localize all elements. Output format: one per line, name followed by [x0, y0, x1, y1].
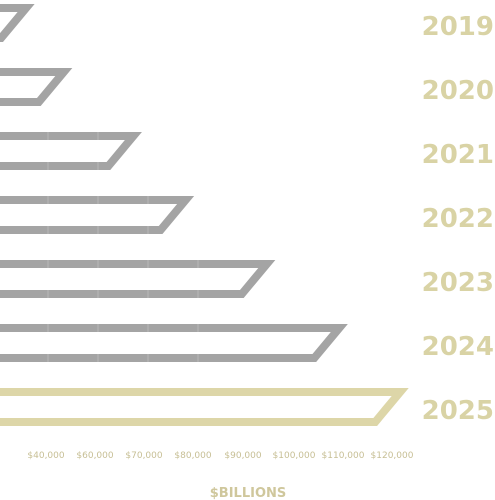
x-tick-label: $110,000 [322, 451, 365, 461]
category-label-2022: 2022 [422, 204, 494, 234]
bar-2023 [0, 260, 276, 298]
category-labels: 2019 2020 2021 2022 2023 2024 2025 [422, 12, 494, 426]
bar-2024 [0, 324, 348, 362]
x-axis-label: $BILLIONS [210, 486, 287, 500]
x-tick-label: $100,000 [273, 451, 316, 461]
bars-group [0, 4, 409, 426]
category-label-2024: 2024 [422, 332, 494, 362]
x-axis-ticks: $40,000 $60,000 $70,000 $80,000 $90,000 $100,… [27, 451, 413, 461]
bar-2020 [0, 68, 73, 106]
bar-outline-2022 [0, 196, 195, 234]
category-label-2020: 2020 [422, 76, 494, 106]
bar-outline-2023 [0, 260, 276, 298]
bar-2025 [0, 388, 409, 426]
category-label-2025: 2025 [422, 396, 494, 426]
bar-2022 [0, 196, 195, 234]
category-label-2021: 2021 [422, 140, 494, 170]
bar-outline-2021 [0, 132, 142, 170]
category-label-2023: 2023 [422, 268, 494, 298]
bar-outline-2020 [0, 68, 73, 106]
bar-outline-2025 [0, 388, 409, 426]
x-tick-label: $40,000 [27, 451, 64, 461]
x-tick-label: $70,000 [125, 451, 162, 461]
bar-2019 [0, 4, 35, 42]
bar-outline-2024 [0, 324, 348, 362]
bar-2021 [0, 132, 142, 170]
x-tick-label: $60,000 [76, 451, 113, 461]
bar-outline-2019 [0, 4, 35, 42]
category-label-2019: 2019 [422, 12, 494, 42]
x-tick-label: $80,000 [174, 451, 211, 461]
x-tick-label: $90,000 [224, 451, 261, 461]
x-tick-label: $120,000 [371, 451, 414, 461]
